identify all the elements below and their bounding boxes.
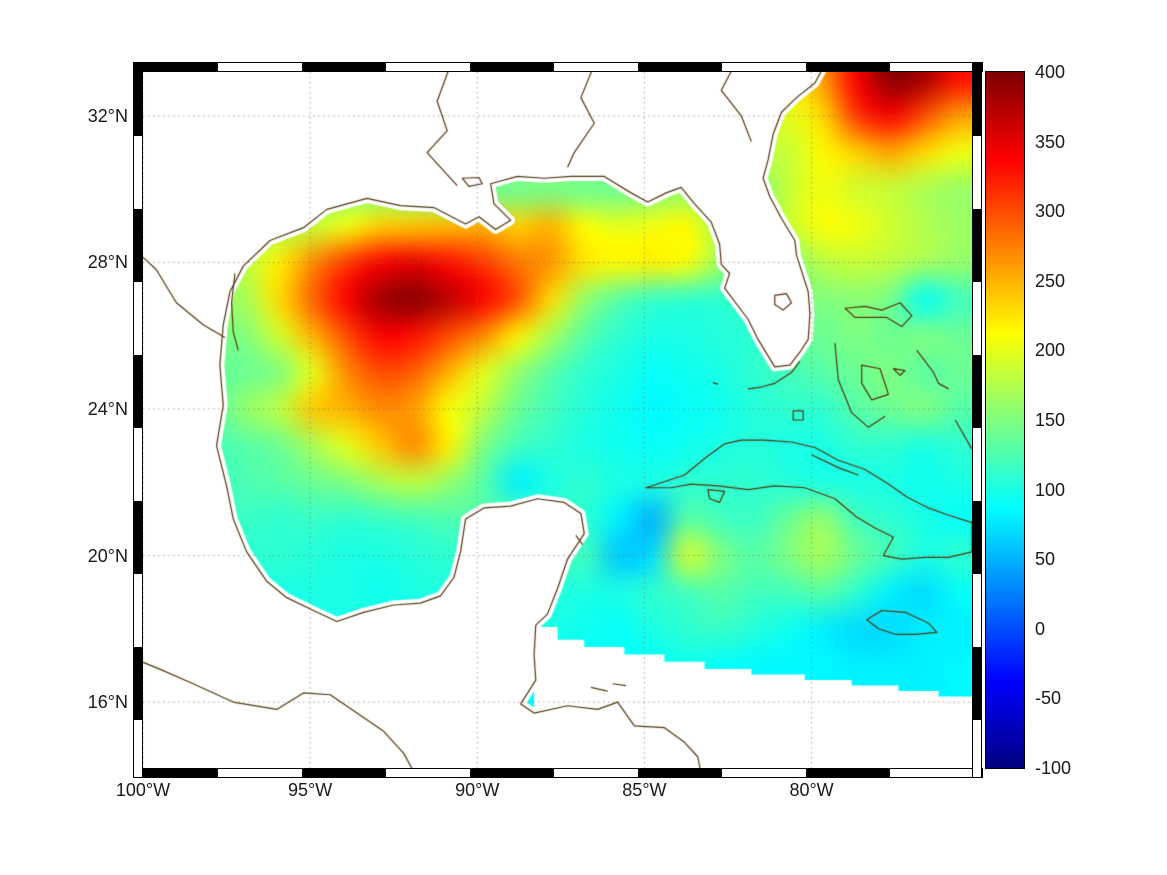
y-tick-label: 20°N [87, 545, 128, 566]
plot-frame-top [133, 62, 983, 72]
plot-frame-bottom [133, 768, 983, 778]
colorbar-tick-label: 0 [1035, 618, 1046, 639]
y-tick-label: 32°N [87, 105, 128, 126]
y-tick-label: 16°N [87, 692, 128, 713]
x-tick-label: 80°W [789, 780, 834, 800]
y-tick-label: 24°N [87, 399, 128, 419]
colorbar-tick-label: 250 [1035, 270, 1066, 291]
colorbar-tick-label: 200 [1035, 340, 1066, 361]
plot-frame-left [133, 62, 143, 778]
x-tick-label: 100°W [115, 780, 171, 800]
colorbar-tick-label: 150 [1035, 410, 1066, 430]
colorbar [985, 71, 1025, 769]
x-tick-label: 90°W [455, 780, 500, 800]
colorbar-tick-label: 50 [1035, 549, 1056, 570]
colorbar-tick-label: -100 [1035, 758, 1072, 778]
x-tick-label: 85°W [622, 780, 667, 800]
colorbar-tick-label: 100 [1035, 479, 1066, 500]
y-tick-label: 28°N [87, 252, 128, 273]
colorbar-tick-label: 400 [1035, 62, 1066, 82]
heatmap-canvas [143, 72, 972, 768]
colorbar-tick-label: 350 [1035, 131, 1066, 152]
plot-frame-right [972, 62, 982, 778]
colorbar-tick-label: -50 [1035, 688, 1062, 709]
x-tick-label: 95°W [288, 780, 333, 800]
colorbar-tick-label: 300 [1035, 201, 1066, 222]
